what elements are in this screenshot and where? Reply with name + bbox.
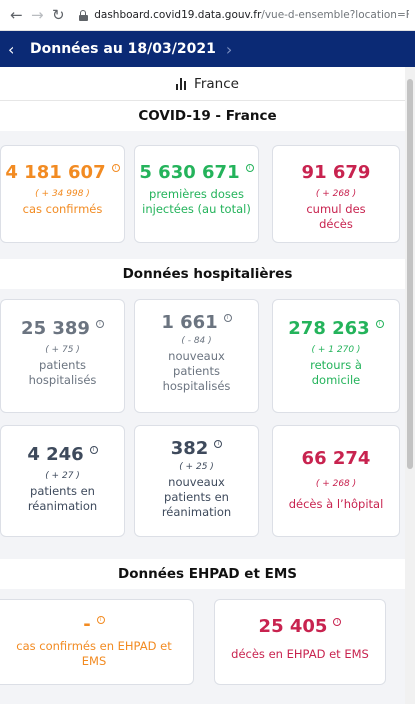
bar-chart-icon <box>176 77 187 90</box>
card-value: 4 246 <box>27 444 84 465</box>
card-label: nouveaux patients en réanimation <box>161 475 232 519</box>
section-title-hospital: Données hospitalières <box>0 259 415 289</box>
hospital-cards-row-2: 4 246 i ( + 27 ) patients en réanimation … <box>0 421 415 559</box>
reload-icon[interactable]: ↻ <box>51 6 65 24</box>
card-value: 382 <box>170 438 209 459</box>
confirmed-cases-card[interactable]: 4 181 607 i ( + 34 998 ) cas confirmés <box>0 145 125 243</box>
card-label: cas confirmés en EHPAD et EMS <box>16 639 172 668</box>
card-value: 1 661 <box>161 312 218 333</box>
browser-toolbar: ← → ↻ dashboard.covid19.data.gouv.fr/vue… <box>0 0 415 31</box>
section-title-ehpad: Données EHPAD et EMS <box>0 559 415 589</box>
info-icon[interactable]: i <box>223 314 232 322</box>
hospitalized-card[interactable]: 25 389 i ( + 75 ) patients hospitalisés <box>0 299 125 413</box>
forward-arrow-icon[interactable]: → <box>31 6 44 24</box>
info-icon[interactable]: i <box>96 616 105 624</box>
card-delta: ( + 34 998 ) <box>35 189 90 199</box>
card-delta: ( + 27 ) <box>45 471 80 481</box>
ehpad-cases-card[interactable]: -i cas confirmés en EHPAD et EMS <box>0 599 194 685</box>
info-icon[interactable]: i <box>89 446 98 454</box>
card-label: premières doses injectées (au total) <box>142 187 251 216</box>
card-label: retours à domicile <box>310 358 362 387</box>
region-label: France <box>194 75 239 92</box>
card-label: patients en réanimation <box>27 484 98 513</box>
url-path: /vue-d-ensemble?location=FRA <box>261 9 410 21</box>
card-delta: ( - 84 ) <box>181 336 212 346</box>
card-value: 91 679 <box>301 162 371 183</box>
app-header: ‹ Données au 18/03/2021 › <box>0 31 415 67</box>
info-icon[interactable]: i <box>214 440 223 448</box>
card-delta: ( + 268 ) <box>315 189 357 199</box>
card-label: patients hospitalisés <box>28 358 97 387</box>
dashboard-content[interactable]: France COVID-19 - France 4 181 607 i ( + … <box>0 67 415 704</box>
card-value: 25 389 <box>21 318 90 339</box>
card-value: 4 181 607 <box>5 162 106 183</box>
info-icon[interactable]: i <box>245 164 254 172</box>
info-icon[interactable]: i <box>333 618 342 626</box>
france-cards-row: 4 181 607 i ( + 34 998 ) cas confirmés 5 … <box>0 131 415 253</box>
lock-icon[interactable] <box>78 9 88 21</box>
info-icon[interactable]: i <box>111 164 120 172</box>
region-selector[interactable]: France <box>0 67 415 101</box>
card-delta: ( + 75 ) <box>45 345 80 355</box>
next-date-chevron-icon[interactable]: › <box>225 39 233 59</box>
new-hospitalized-card[interactable]: 1 661 i ( - 84 ) nouveaux patients hospit… <box>134 299 259 413</box>
card-value: 278 263 <box>288 318 370 339</box>
info-icon[interactable]: i <box>95 320 104 328</box>
back-arrow-icon[interactable]: ← <box>10 6 23 24</box>
scrollbar-thumb[interactable] <box>407 79 413 469</box>
card-label: décès en EHPAD et EMS <box>231 647 369 661</box>
card-value: - <box>83 614 91 635</box>
section-title-france: COVID-19 - France <box>0 101 415 131</box>
card-value: 25 405 <box>258 616 328 637</box>
header-title: Données au 18/03/2021 <box>30 41 216 57</box>
card-value: 5 630 671 <box>139 162 240 183</box>
address-bar[interactable]: dashboard.covid19.data.gouv.fr/vue-d-ens… <box>94 9 409 21</box>
card-value: 66 274 <box>301 448 371 469</box>
card-label: décès à l’hôpital <box>288 497 384 511</box>
card-label: cas confirmés <box>22 202 103 216</box>
first-doses-card[interactable]: 5 630 671 i premières doses injectées (au… <box>134 145 259 243</box>
hospital-deaths-card[interactable]: 66 274 ( + 268 ) décès à l’hôpital <box>272 425 400 537</box>
card-delta: ( + 1 270 ) <box>311 345 361 355</box>
card-delta: ( + 268 ) <box>315 479 357 489</box>
ehpad-deaths-card[interactable]: 25 405 i décès en EHPAD et EMS <box>214 599 386 685</box>
returned-home-card[interactable]: 278 263 i ( + 1 270 ) retours à domicile <box>272 299 400 413</box>
new-icu-card[interactable]: 382 i ( + 25 ) nouveaux patients en réani… <box>134 425 259 537</box>
previous-date-chevron-icon[interactable]: ‹ <box>8 39 15 59</box>
ehpad-cards-row: -i cas confirmés en EHPAD et EMS 25 405 i… <box>0 589 415 689</box>
info-icon[interactable]: i <box>375 320 384 328</box>
scrollbar[interactable] <box>405 67 415 704</box>
hospital-cards-row-1: 25 389 i ( + 75 ) patients hospitalisés 1… <box>0 289 415 421</box>
icu-card[interactable]: 4 246 i ( + 27 ) patients en réanimation <box>0 425 125 537</box>
card-delta: ( + 25 ) <box>179 462 214 472</box>
card-label: nouveaux patients hospitalisés <box>162 349 231 393</box>
cumulative-deaths-card[interactable]: 91 679 ( + 268 ) cumul des décès <box>272 145 400 243</box>
url-host: dashboard.covid19.data.gouv.fr <box>94 9 262 21</box>
card-label: cumul des décès <box>306 202 366 231</box>
